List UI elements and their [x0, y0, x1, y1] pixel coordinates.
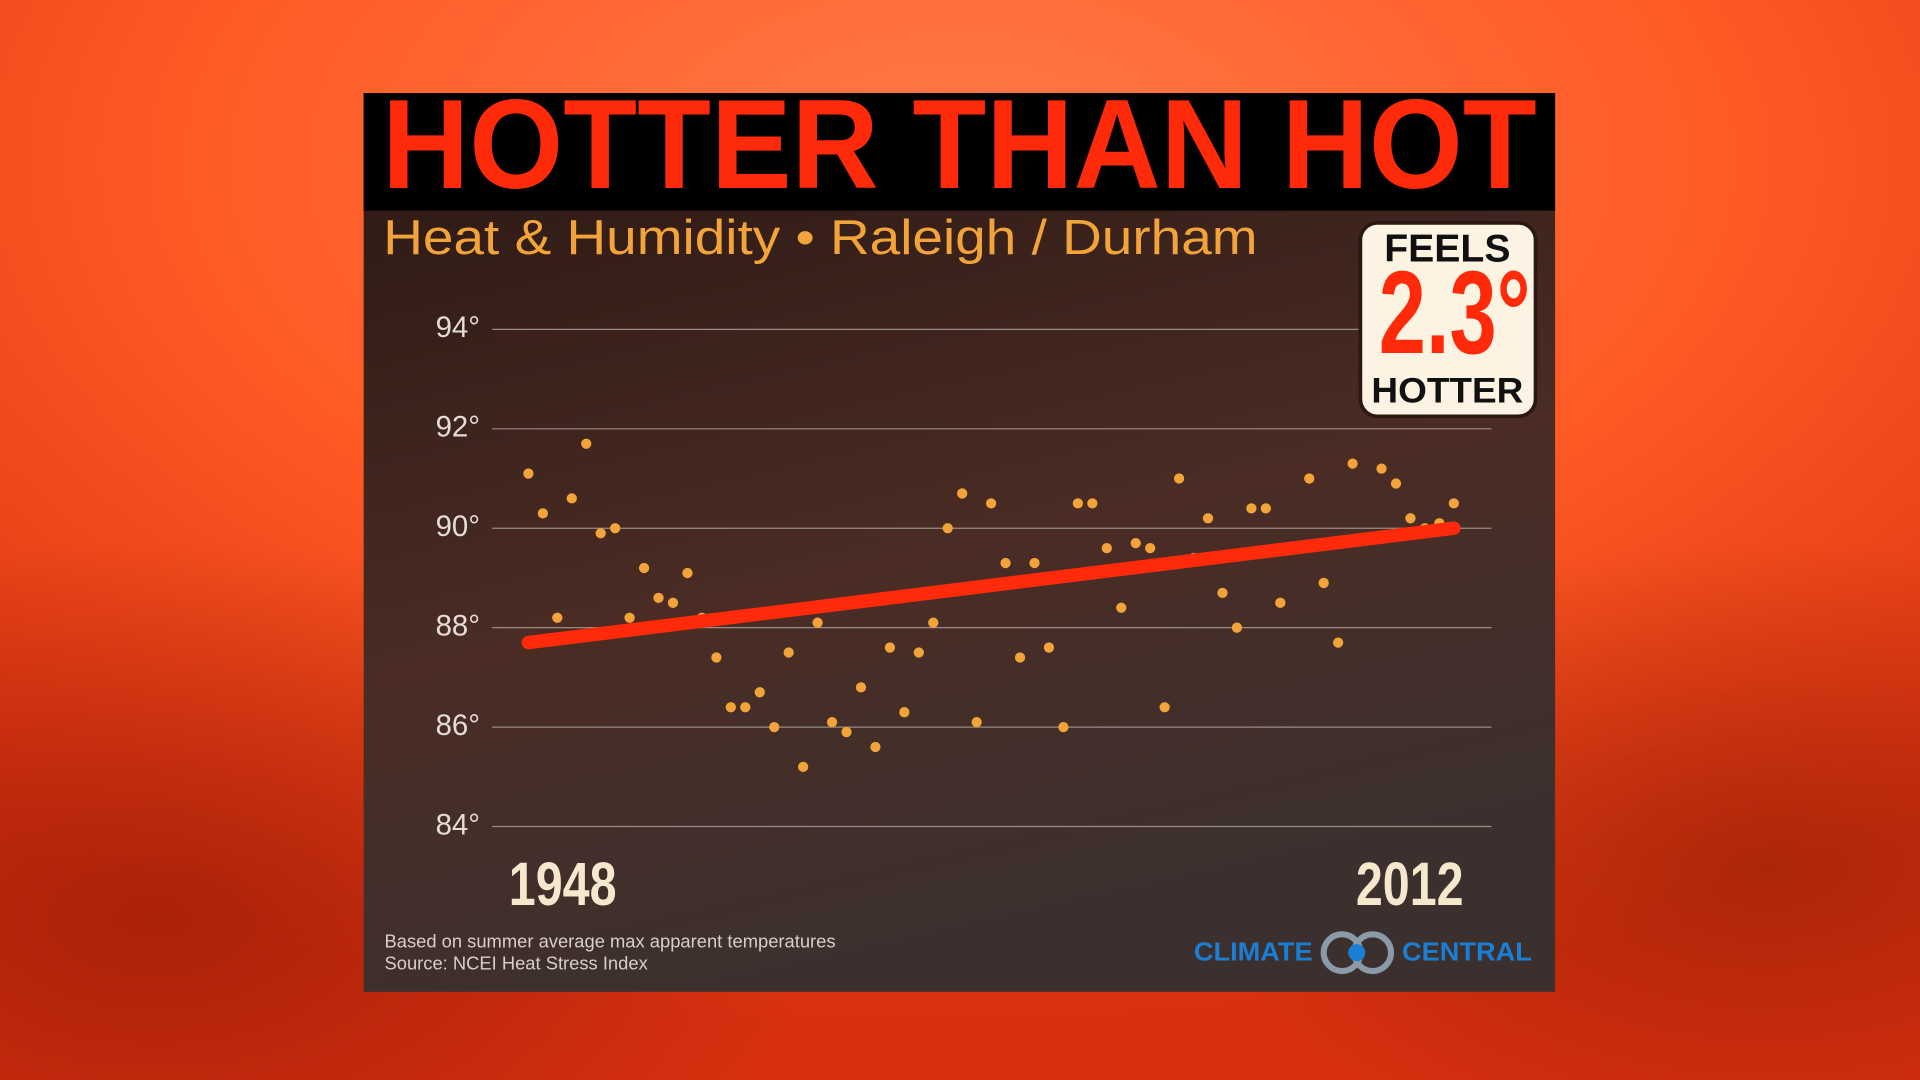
point	[1101, 542, 1112, 554]
point	[711, 652, 722, 663]
point	[1043, 642, 1055, 653]
point	[624, 612, 635, 623]
point	[1087, 498, 1098, 509]
point	[523, 468, 534, 479]
point	[1246, 503, 1257, 514]
point	[1000, 557, 1011, 569]
logo-right: CENTRAL	[1402, 939, 1532, 967]
source: Source: NCEI Heat Stress Index	[384, 953, 647, 974]
point	[610, 523, 621, 534]
point	[957, 488, 968, 499]
point	[682, 567, 693, 579]
plot: 84° 86° 88° 90° 92° 94° 1948 2012	[436, 311, 1492, 918]
point	[1014, 652, 1026, 663]
point	[1376, 463, 1387, 474]
point	[769, 721, 780, 733]
callout-box	[1358, 221, 1538, 419]
logo-dot	[1348, 944, 1366, 962]
point	[1260, 503, 1271, 514]
point	[899, 707, 910, 718]
point	[1159, 702, 1170, 713]
x-tick-label: 2012	[1356, 850, 1464, 918]
y-tick-label: 88°	[436, 609, 480, 642]
point	[1130, 538, 1141, 549]
point	[1347, 458, 1358, 469]
point	[1145, 542, 1156, 554]
point	[552, 612, 563, 623]
trend-line	[521, 521, 1461, 650]
point	[928, 617, 939, 628]
point	[1231, 622, 1243, 633]
point	[812, 617, 823, 628]
point	[783, 647, 794, 658]
x-tick-label: 1948	[509, 850, 617, 918]
point	[638, 562, 650, 574]
point	[1390, 478, 1402, 489]
point	[740, 702, 751, 713]
point	[1202, 513, 1214, 524]
point	[1318, 577, 1329, 589]
logo-left: CLIMATE	[1194, 939, 1313, 967]
point	[985, 498, 997, 509]
point	[1058, 721, 1069, 733]
callout-top: FEELS	[1384, 227, 1510, 270]
point	[884, 642, 896, 653]
point	[870, 741, 881, 753]
title-band	[363, 93, 1556, 211]
note: Based on summer average max apparent tem…	[384, 931, 835, 952]
point	[855, 682, 867, 693]
point	[754, 687, 765, 698]
point	[1304, 473, 1315, 484]
point	[581, 438, 592, 449]
point	[971, 716, 982, 728]
point	[1275, 597, 1286, 608]
chart-title: HOTTER THAN HOT	[382, 73, 1537, 215]
point	[725, 702, 736, 713]
point	[1116, 602, 1127, 613]
point	[913, 647, 924, 658]
point	[1029, 557, 1040, 569]
point	[595, 528, 606, 539]
y-tick-label: 84°	[436, 808, 480, 841]
point	[1217, 587, 1228, 599]
callout-bottom: HOTTER	[1371, 370, 1523, 410]
y-tick-label: 86°	[436, 709, 480, 742]
point	[1448, 498, 1459, 509]
point	[826, 716, 838, 728]
point	[653, 592, 664, 603]
point	[1333, 637, 1344, 648]
point	[1072, 498, 1084, 509]
point	[667, 597, 679, 608]
point	[942, 523, 953, 534]
chart-subtitle: Heat & Humidity • Raleigh / Durham	[383, 211, 1257, 265]
point	[1173, 473, 1185, 484]
callout-value: 2.3°	[1379, 247, 1531, 378]
point	[841, 726, 852, 738]
y-tick-label: 92°	[436, 411, 480, 444]
y-tick-label: 94°	[436, 311, 480, 344]
point	[537, 508, 548, 519]
point	[797, 761, 809, 773]
y-tick-label: 90°	[436, 510, 480, 543]
point	[1405, 513, 1416, 524]
point	[566, 493, 577, 504]
